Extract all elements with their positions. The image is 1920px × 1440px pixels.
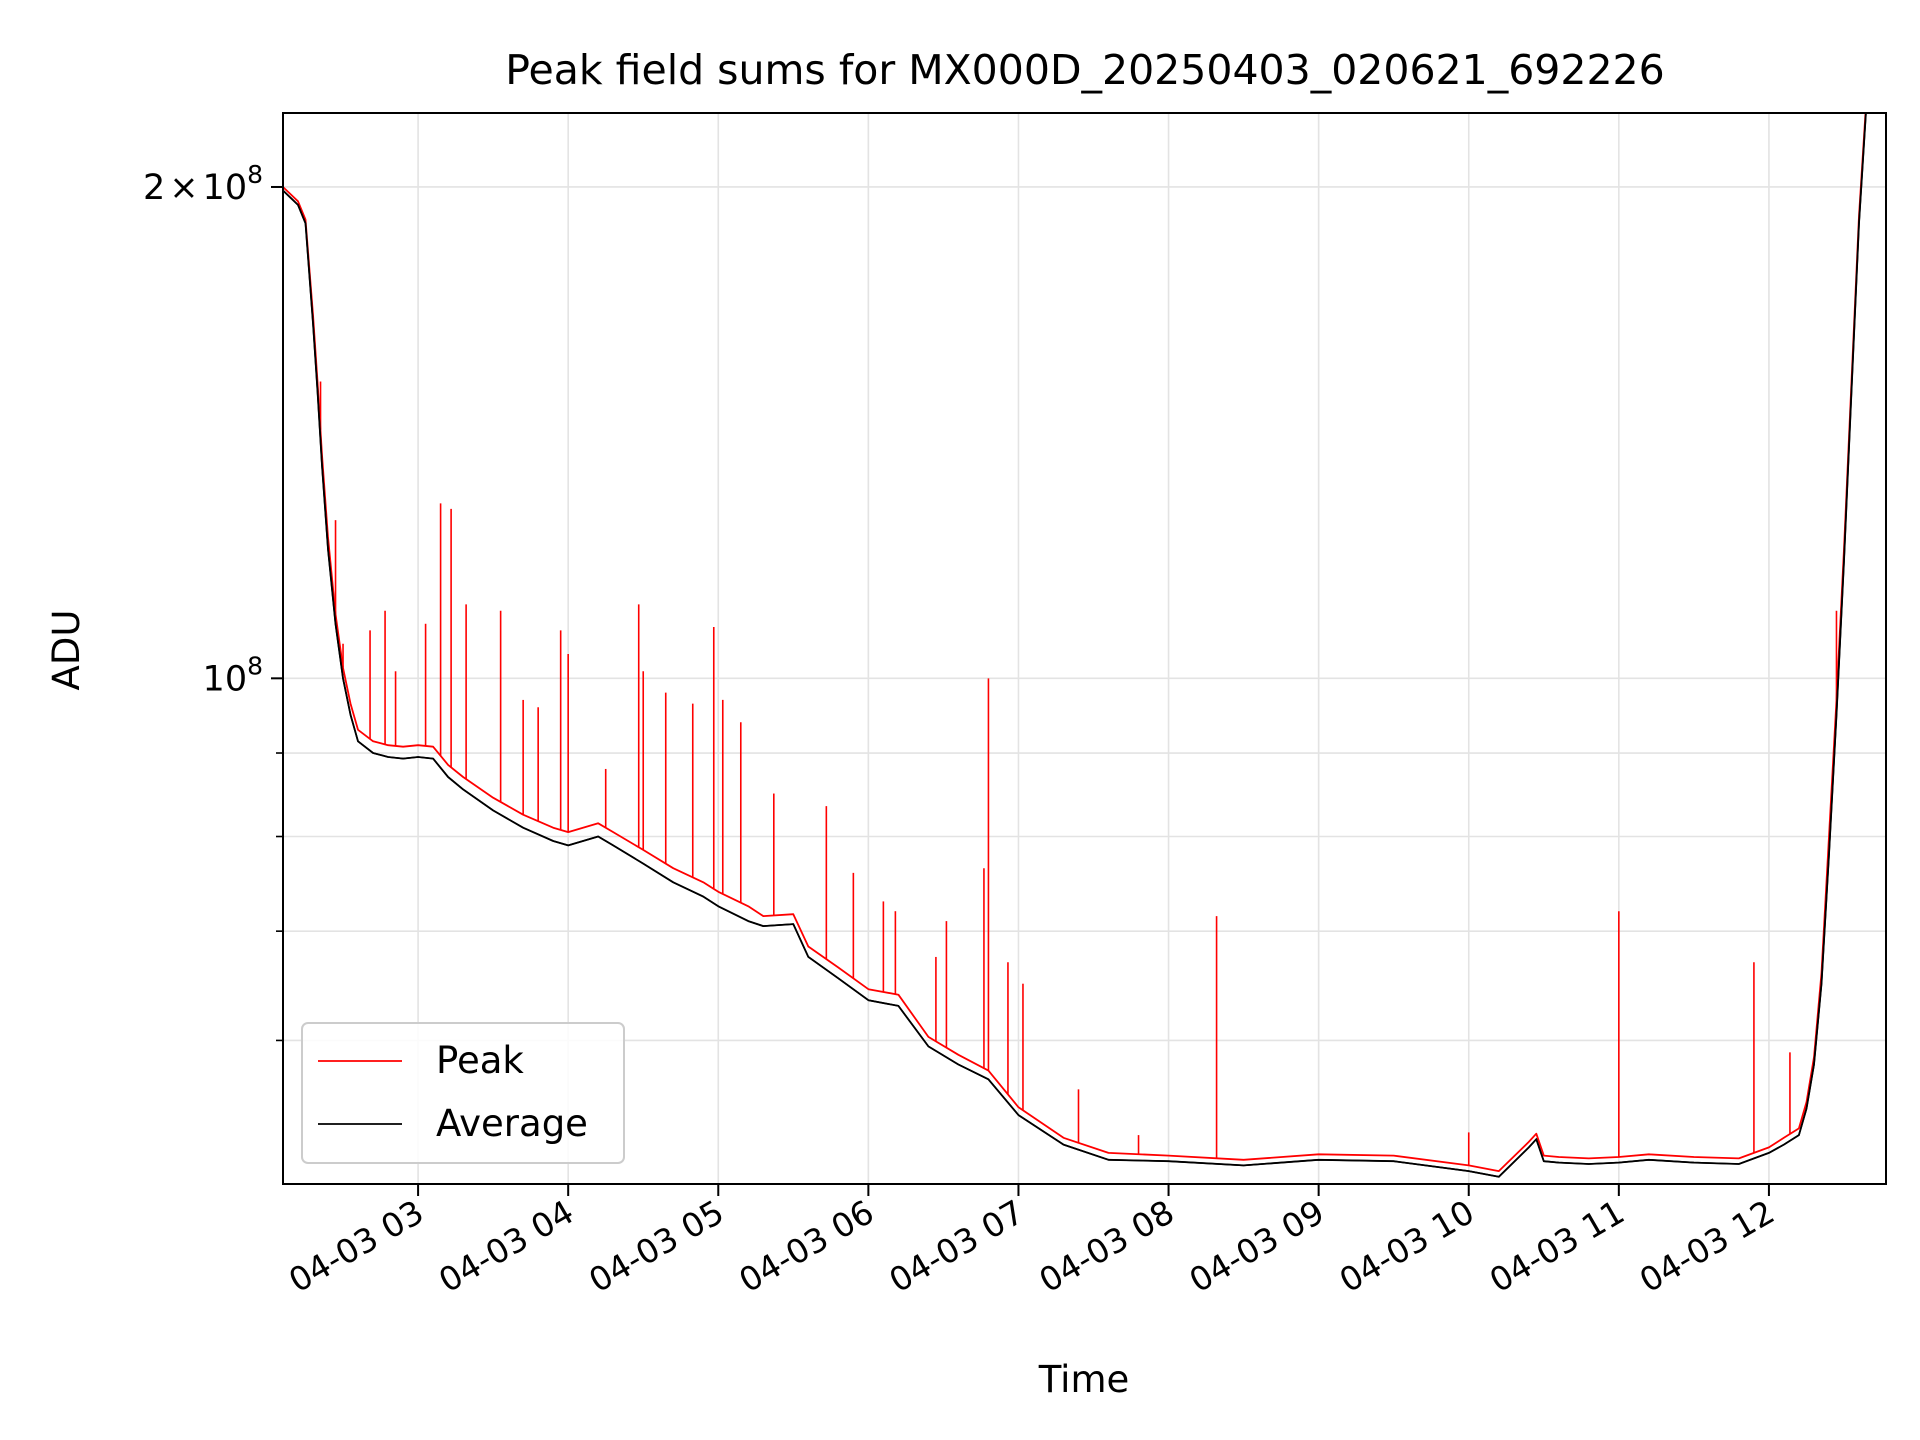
y-tick-base: 10 <box>203 168 248 208</box>
series-layer <box>283 113 1867 1178</box>
y-tick-label: 108 <box>203 651 263 699</box>
axes-frame <box>282 112 1887 1185</box>
y-tick-mantissa: 2 <box>143 168 165 208</box>
legend-box <box>301 1022 625 1164</box>
y-tick-times: × <box>169 168 198 208</box>
legend-label-average: Average <box>436 1102 588 1145</box>
x-axis-label: Time <box>1038 1358 1130 1401</box>
y-tick-label: 2 × 108 <box>143 160 263 208</box>
legend-label-peak: Peak <box>436 1039 524 1082</box>
y-axis-label: ADU <box>45 610 88 691</box>
legend[interactable]: Peak Average <box>301 1022 625 1164</box>
chart-title: Peak field sums for MX000D_20250403_0206… <box>505 46 1664 94</box>
plot-area <box>283 113 1867 1178</box>
series-line-peak <box>283 113 1867 1172</box>
series-line-average-overlay <box>283 113 1867 1178</box>
y-tick-exponent: 8 <box>247 160 263 189</box>
y-tick-base: 10 <box>203 659 248 699</box>
y-tick-exponent: 8 <box>247 651 263 680</box>
